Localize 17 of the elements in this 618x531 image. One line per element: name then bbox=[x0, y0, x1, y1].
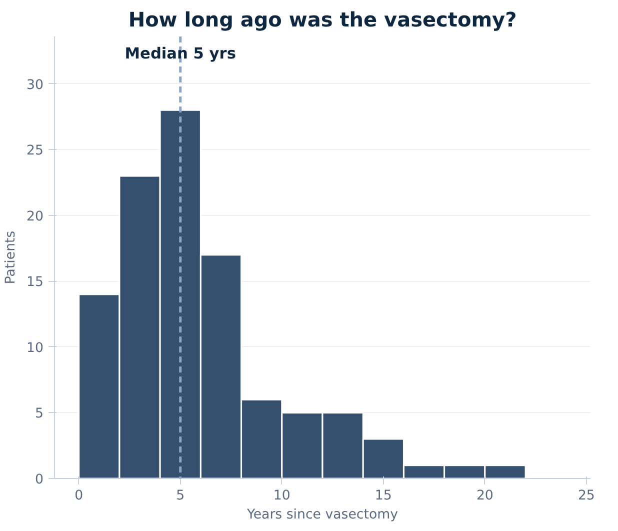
x-tick-label: 25 bbox=[578, 488, 595, 504]
x-tick-label: 10 bbox=[273, 488, 290, 504]
x-tick-label: 15 bbox=[374, 488, 392, 504]
x-tick-label: 5 bbox=[176, 488, 185, 504]
y-tick-label: 10 bbox=[26, 340, 44, 356]
x-tick-label: 0 bbox=[74, 488, 84, 504]
x-axis-title: Years since vasectomy bbox=[246, 508, 398, 522]
y-tick-label: 30 bbox=[26, 78, 44, 93]
y-axis-title: Patients bbox=[4, 230, 19, 284]
ref-line-label: Median 5 yrs bbox=[124, 44, 236, 62]
x-tick-label: 20 bbox=[476, 488, 494, 504]
y-tick-label: 0 bbox=[35, 472, 44, 488]
chart-title: How long ago was the vasectomy? bbox=[128, 8, 517, 32]
y-tick-label: 15 bbox=[26, 275, 44, 290]
y-tick-label: 25 bbox=[26, 144, 44, 159]
y-tick-label: 20 bbox=[26, 209, 44, 224]
y-tick-label: 5 bbox=[35, 406, 44, 422]
